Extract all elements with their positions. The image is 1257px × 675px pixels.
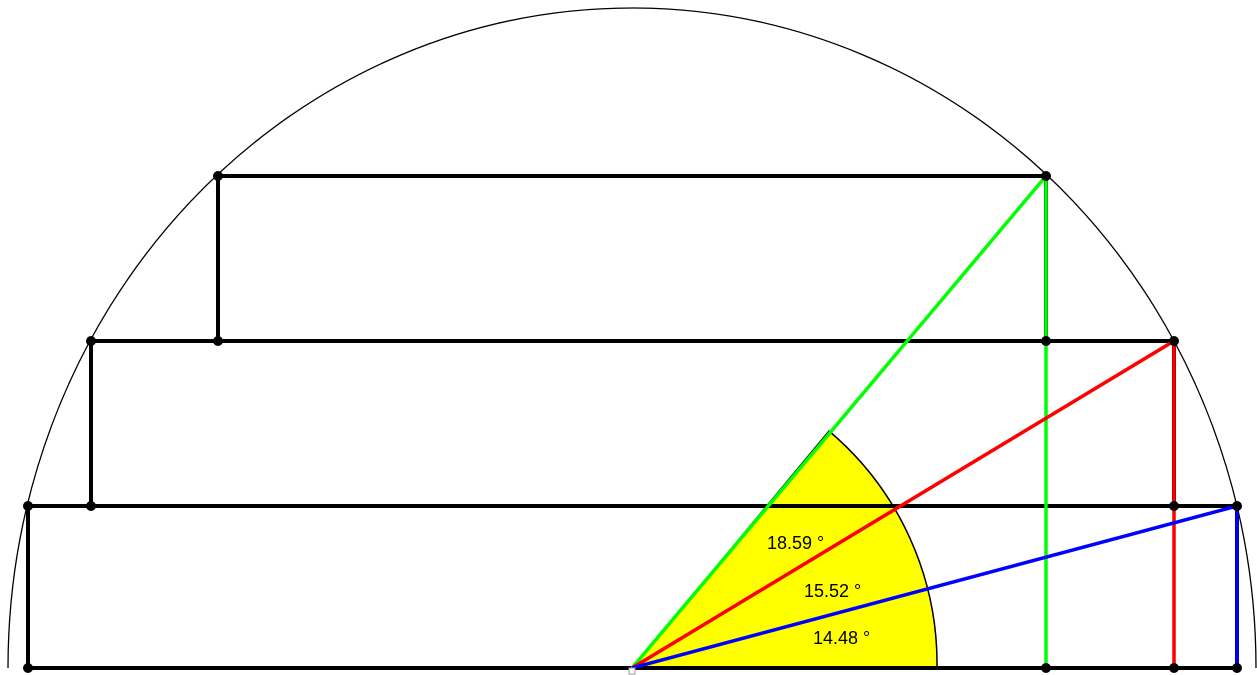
point bbox=[1041, 336, 1051, 346]
angle-label-green: 18.59 ° bbox=[767, 533, 824, 553]
center-point bbox=[628, 667, 636, 675]
red-diagonal-line bbox=[631, 339, 1175, 670]
rectangles bbox=[26, 174, 1239, 670]
point bbox=[23, 501, 33, 511]
green-diagonal-line bbox=[630, 174, 1048, 670]
point bbox=[1041, 171, 1051, 181]
point bbox=[1169, 501, 1179, 511]
semicircle-arc bbox=[7, 7, 1257, 669]
point bbox=[213, 171, 223, 181]
rectangle-middle bbox=[89, 339, 1176, 508]
point bbox=[86, 336, 96, 346]
rectangle-top bbox=[216, 174, 1048, 343]
point bbox=[1041, 663, 1051, 673]
angle-sector bbox=[630, 429, 938, 669]
blue-diagonal-line bbox=[631, 504, 1238, 670]
point bbox=[86, 501, 96, 511]
rectangle-bottom bbox=[26, 504, 1239, 670]
point bbox=[1169, 663, 1179, 673]
point bbox=[23, 663, 33, 673]
vertex-points bbox=[23, 171, 1242, 673]
angle-label-blue: 14.48 ° bbox=[813, 628, 870, 648]
angle-label-red: 15.52 ° bbox=[804, 581, 861, 601]
point bbox=[1232, 663, 1242, 673]
point bbox=[1232, 501, 1242, 511]
point bbox=[213, 336, 223, 346]
point bbox=[1169, 336, 1179, 346]
